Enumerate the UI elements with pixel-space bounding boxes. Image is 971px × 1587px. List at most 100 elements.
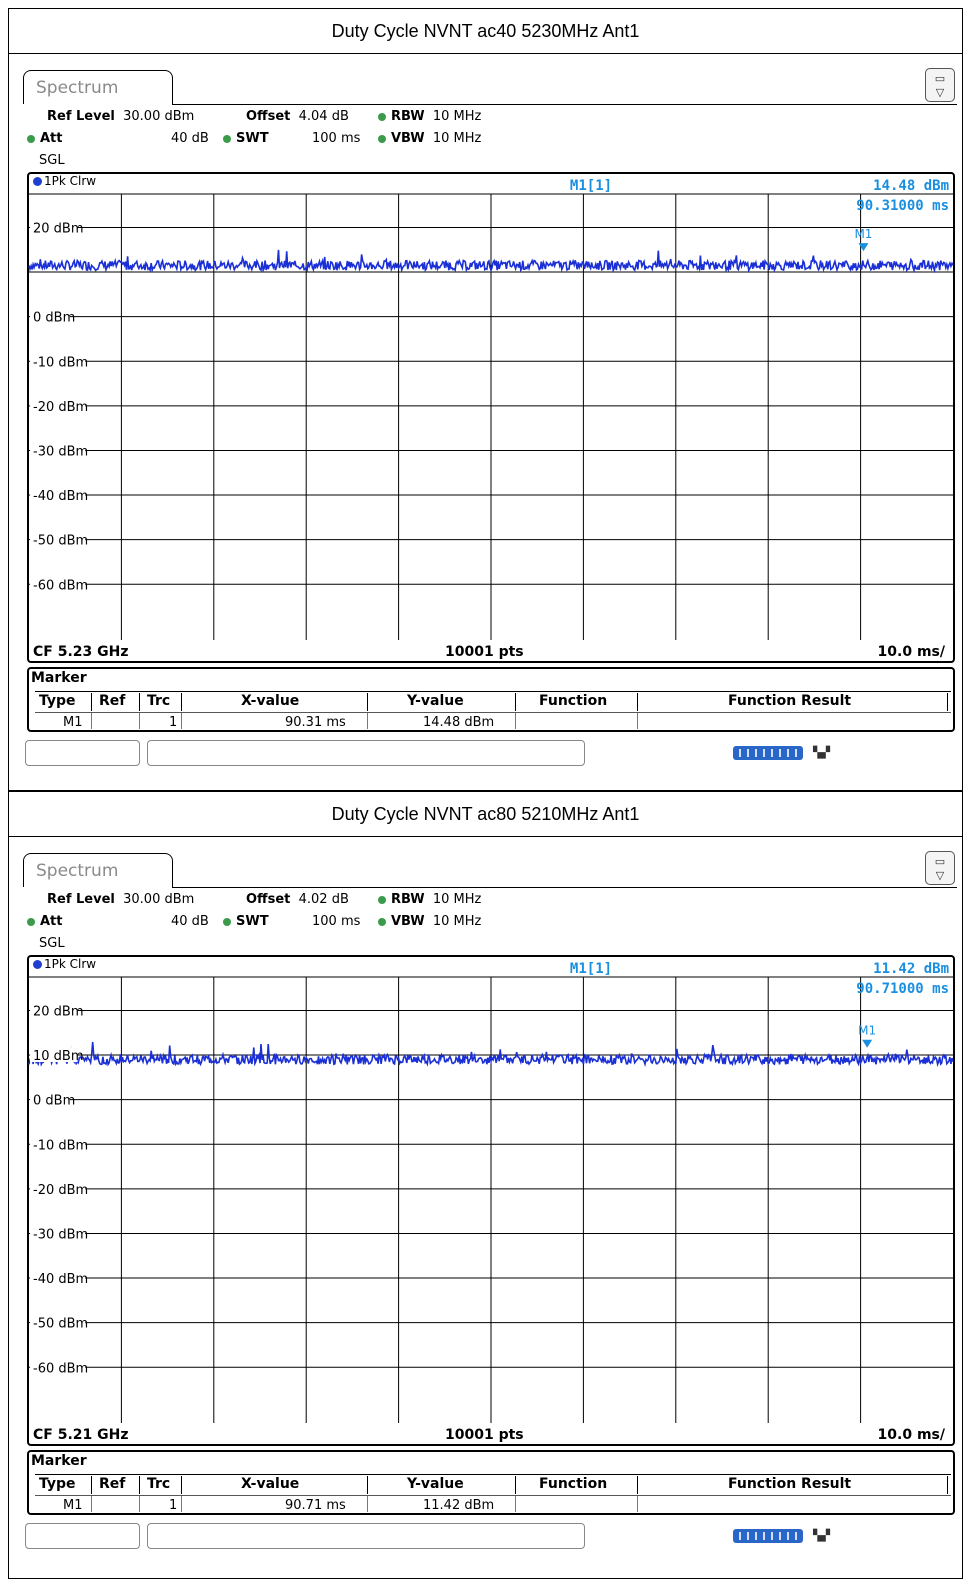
marker-row-x: 90.31 ms: [285, 715, 346, 730]
marker-row-trc: 1: [169, 715, 178, 730]
marker-row-y: 14.48 dBm: [423, 715, 495, 730]
tick-label-bg: [30, 1002, 78, 1018]
y-tick-label: 20 dBm: [33, 1004, 84, 1019]
col-trc: Trc: [147, 693, 171, 709]
y-tick-label: -20 dBm: [33, 1183, 88, 1198]
menu-button[interactable]: ▭ ▽: [925, 851, 955, 885]
y-tick-label: -60 dBm: [33, 1361, 88, 1376]
trace-label: 1Pk Clrw: [33, 174, 96, 188]
status-dot-icon: [27, 134, 35, 143]
rbw-param: RBW 10 MHz: [378, 892, 481, 907]
y-tick-label: -30 dBm: [33, 1227, 88, 1242]
instrument-status-icon: ▚▞: [813, 746, 830, 759]
swt-value: 100 ms: [312, 914, 361, 929]
y-tick-label: -50 dBm: [33, 534, 88, 549]
status-dot-icon: [223, 917, 231, 926]
tick-label-bg: [30, 397, 86, 413]
offset-param: Offset 4.04 dB: [246, 109, 349, 124]
marker-readout-level: 14.48 dBm: [873, 178, 949, 194]
y-tick-label: -40 dBm: [33, 1272, 88, 1287]
tick-label-bg: [30, 1091, 70, 1107]
marker-readout-name: M1[1]: [570, 178, 612, 194]
col-y-value: Y-value: [407, 1476, 464, 1492]
tab-spectrum[interactable]: Spectrum: [23, 853, 173, 887]
center-frequency: CF 5.21 GHz: [33, 1427, 129, 1443]
marker-triangle-icon: [858, 243, 869, 252]
ref-level-param: Ref Level 30.00 dBm: [47, 109, 195, 124]
menu-icon: ▭ ▽: [934, 855, 946, 882]
y-tick-label: 0 dBm: [33, 311, 75, 326]
trace-window: 1Pk Clrw 20 dBm 0 dBm -10 dBm -20 dBm -30 dB…: [27, 172, 955, 663]
col-x-value: X-value: [241, 1476, 300, 1492]
tick-label-bg: [30, 219, 78, 235]
marker-triangle-icon: [862, 1039, 873, 1048]
col-function-result: Function Result: [728, 693, 852, 709]
marker-readout-time: 90.31000 ms: [856, 198, 949, 214]
marker-readout-level: 11.42 dBm: [873, 961, 949, 977]
marker-flag-label: M1: [854, 227, 872, 241]
y-tick-label: -60 dBm: [33, 578, 88, 593]
att-value: 40 dB: [171, 131, 209, 146]
marker-readout-name: M1[1]: [570, 961, 612, 977]
status-field-left[interactable]: [25, 740, 140, 766]
col-ref: Ref: [99, 693, 126, 709]
spectrum-plot: 20 dBm 0 dBm -10 dBm -20 dBm -30 dBm -40 dBm -…: [28, 178, 954, 640]
y-tick-label: 10 dBm: [33, 1049, 84, 1064]
tick-label-bg: [30, 308, 70, 324]
tick-label-bg: [30, 1136, 86, 1152]
vbw-param: VBW 10 MHz: [378, 914, 481, 929]
menu-icon: ▭ ▽: [934, 72, 946, 99]
trace-line: [28, 249, 954, 274]
panel-heading: Duty Cycle NVNT ac40 5230MHz Ant1: [9, 9, 962, 54]
status-dot-icon: [378, 134, 386, 143]
ref-level-param: Ref Level 30.00 dBm: [47, 892, 195, 907]
tab-spectrum[interactable]: Spectrum: [23, 70, 173, 104]
tick-label-bg: [30, 1314, 86, 1330]
spectrum-plot: 20 dBm 10 dBm 0 dBm -10 dBm -20 dBm -30 dBm -4…: [28, 961, 954, 1423]
tick-label-bg: [30, 353, 86, 369]
duty-cycle-panel: Duty Cycle NVNT ac40 5230MHz Ant1 Spectr…: [8, 8, 963, 791]
y-tick-label: -20 dBm: [33, 400, 88, 415]
status-field-left[interactable]: [25, 1523, 140, 1549]
y-tick-label: -10 dBm: [33, 1138, 88, 1153]
marker-table: Marker Type Ref Trc X-value Y-value Func…: [27, 1450, 955, 1515]
y-tick-label: 0 dBm: [33, 1094, 75, 1109]
status-dot-icon: [223, 134, 231, 143]
att-param: Att: [27, 914, 63, 929]
status-field-message[interactable]: [147, 740, 585, 766]
duty-cycle-panel: Duty Cycle NVNT ac80 5210MHz Ant1 Spectr…: [8, 791, 963, 1579]
col-type: Type: [39, 1476, 76, 1492]
tick-label-bg: [30, 442, 86, 458]
y-tick-label: -50 dBm: [33, 1317, 88, 1332]
trace-dot-icon: [33, 177, 42, 186]
tick-label-bg: [30, 531, 86, 547]
analyzer-screenshot: Spectrum ▭ ▽ Ref Level 30.00 dBm Offset 4…: [23, 845, 957, 1570]
trace-label: 1Pk Clrw: [33, 957, 96, 971]
vbw-param: VBW 10 MHz: [378, 131, 481, 146]
status-dot-icon: [378, 895, 386, 904]
trace-line: [28, 1041, 954, 1068]
col-function-result: Function Result: [728, 1476, 852, 1492]
menu-button[interactable]: ▭ ▽: [925, 68, 955, 102]
att-param: Att: [27, 131, 63, 146]
tick-label-bg: [30, 487, 86, 503]
marker-readout-time: 90.71000 ms: [856, 981, 949, 997]
tick-label-bg: [30, 1270, 86, 1286]
trace-dot-icon: [33, 960, 42, 969]
progress-bar: [733, 746, 803, 760]
tick-label-bg: [30, 576, 86, 592]
center-frequency: CF 5.23 GHz: [33, 644, 129, 660]
col-function: Function: [539, 693, 608, 709]
marker-table-title: Marker: [31, 670, 87, 686]
marker-row-x: 90.71 ms: [285, 1498, 346, 1513]
sgl-label: SGL: [39, 153, 65, 168]
trace-window: 1Pk Clrw 20 dBm 10 dBm 0 dBm -10 dBm -20 dBm…: [27, 955, 955, 1446]
marker-table: Marker Type Ref Trc X-value Y-value Func…: [27, 667, 955, 732]
marker-row-y: 11.42 dBm: [423, 1498, 495, 1513]
status-field-message[interactable]: [147, 1523, 585, 1549]
tick-label-bg: [30, 1180, 86, 1196]
time-per-division: 10.0 ms/: [877, 1427, 945, 1443]
y-tick-label: 20 dBm: [33, 221, 84, 236]
panel-heading: Duty Cycle NVNT ac80 5210MHz Ant1: [9, 792, 962, 837]
offset-param: Offset 4.02 dB: [246, 892, 349, 907]
